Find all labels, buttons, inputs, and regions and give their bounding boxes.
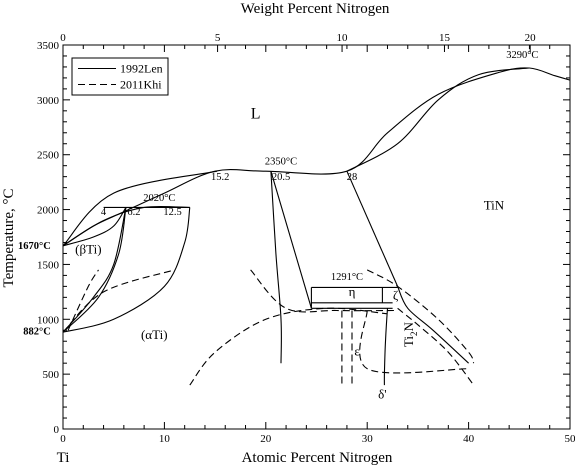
y-tick-label: 500 [43, 369, 60, 381]
y-tick-label: 3500 [37, 40, 60, 52]
annotation-13: 15.2 [211, 172, 229, 183]
series-line-2011khi-19 [62, 269, 175, 333]
tick-layer: 0 10 20 30 40 5005001000150020002500300035000… [37, 32, 575, 445]
corner-label: Ti [57, 450, 70, 466]
x-top-tick-label: 10 [337, 32, 349, 44]
annotation-0: L [251, 106, 261, 123]
series-line-1992len-6 [62, 207, 127, 333]
annotation-3: (αTi) [141, 327, 168, 342]
annotation-10: 2350°C [265, 157, 297, 168]
annotation-2: (βTi) [75, 241, 101, 256]
legend-label-2: 2011Khi [120, 78, 162, 92]
x-tick-label: 20 [260, 433, 272, 445]
annotation-6: ε [354, 343, 360, 358]
annotation-1: TiN [484, 198, 505, 213]
y-tick-label: 1000 [37, 314, 60, 326]
series-line-1992len-3 [62, 170, 218, 247]
series-line-2011khi-20 [67, 269, 99, 331]
annotation-15: 28 [347, 172, 358, 183]
x-top-tick-label: 5 [215, 32, 221, 44]
y-tick-label: 3000 [37, 95, 60, 107]
series-line-1992len-10 [270, 171, 282, 364]
annotation-18: 12.5 [163, 207, 181, 218]
annotation-14: 20.5 [272, 172, 290, 183]
x-tick-label: 50 [565, 433, 575, 445]
series-line-1992len-8 [62, 207, 127, 333]
series-line-2011khi-25 [366, 269, 475, 364]
annotation-17: 6.2 [127, 207, 140, 218]
series-line-1992len-11 [346, 170, 399, 287]
x-top-tick-label: 0 [60, 32, 66, 44]
x-tick-label: 10 [159, 433, 171, 445]
series-line-2011khi-22 [250, 269, 398, 313]
series-line-2011khi-27 [359, 310, 469, 374]
series-line-2011khi-26 [397, 307, 475, 386]
annotation-4: η [349, 284, 356, 299]
series-line-1992len-7 [62, 207, 191, 333]
legend-label-1: 1992Len [120, 62, 163, 76]
annotation-8: Ti2N [401, 322, 419, 348]
x-axis-title: Atomic Percent Nitrogen [242, 450, 393, 466]
x-top-axis-title: Weight Percent Nitrogen [241, 1, 390, 17]
annotation-9: 3290°C [506, 50, 538, 61]
annotation-11: 2020°C [143, 193, 175, 204]
annotation-16: 4 [101, 207, 107, 218]
y-tick-label: 2000 [37, 205, 60, 217]
y-tick-label: 2500 [37, 150, 60, 162]
series-line-1992len-4 [62, 207, 127, 247]
series-line-1992len-2 [346, 67, 530, 172]
x-top-tick-label: 20 [525, 32, 537, 44]
x-tick-label: 0 [60, 433, 66, 445]
series-line-1992len-17 [383, 308, 389, 386]
series-line-1992len-18 [397, 286, 469, 364]
annotation-12: 1291°C [331, 272, 363, 283]
series-line-2011khi-21 [189, 307, 388, 386]
x-tick-label: 40 [463, 433, 475, 445]
x-tick-label: 30 [362, 433, 374, 445]
legend: 1992Len 2011Khi [71, 57, 169, 96]
y-tick-label: 1500 [37, 259, 60, 271]
y-axis-title: Temperature, °C [1, 188, 17, 287]
legend-box [71, 57, 169, 96]
annotation-layer: L TiN (βTi) (αTi) η ζ ε δ' Ti2N 3290°C 2350°C 2020°… [18, 50, 538, 401]
annotation-20: 882°C [23, 327, 51, 338]
annotation-5: ζ [393, 288, 399, 303]
annotation-7: δ' [378, 386, 386, 401]
data-layer [62, 67, 571, 386]
annotation-19: 1670°C [18, 241, 51, 252]
plot-frame [62, 44, 571, 430]
y-tick-label: 0 [54, 424, 60, 436]
x-top-tick-label: 15 [439, 32, 451, 44]
series-line-1992len-9 [270, 171, 312, 309]
